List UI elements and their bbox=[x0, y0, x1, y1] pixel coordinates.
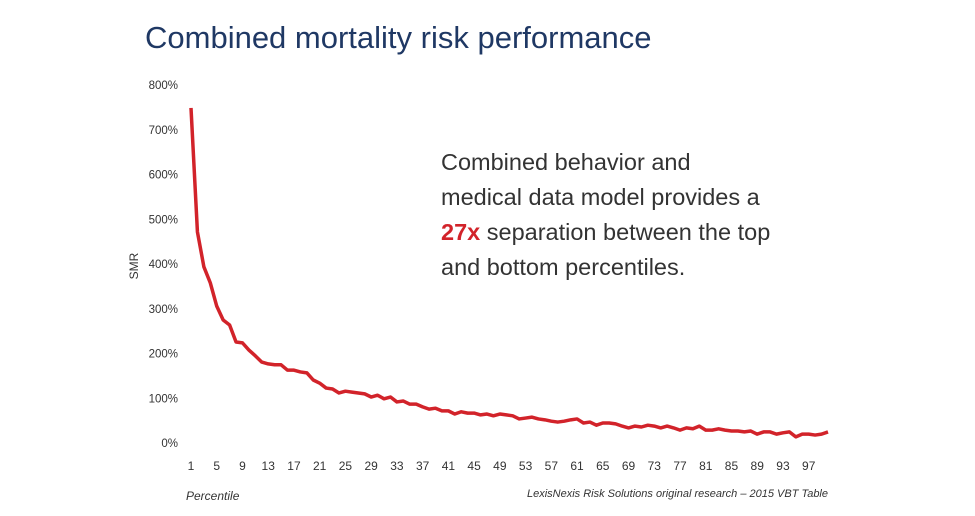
x-tick-label: 9 bbox=[239, 459, 246, 473]
y-tick-label: 0% bbox=[161, 438, 178, 450]
x-tick-label: 21 bbox=[313, 459, 327, 473]
y-tick-label: 600% bbox=[149, 170, 178, 182]
y-tick-label: 400% bbox=[149, 259, 178, 271]
data-line bbox=[189, 107, 829, 439]
x-tick-label: 97 bbox=[802, 459, 816, 473]
x-tick-label: 5 bbox=[213, 459, 220, 473]
x-tick-label: 85 bbox=[725, 459, 739, 473]
y-tick-label: 300% bbox=[149, 304, 178, 316]
y-tick-label: 100% bbox=[149, 393, 178, 405]
x-tick-label: 65 bbox=[596, 459, 610, 473]
x-tick-label: 89 bbox=[751, 459, 765, 473]
x-tick-label: 53 bbox=[519, 459, 533, 473]
x-tick-label: 81 bbox=[699, 459, 713, 473]
x-tick-label: 37 bbox=[416, 459, 430, 473]
annotation-text: separation between the top and bottom pe… bbox=[441, 219, 771, 280]
x-tick-label: 33 bbox=[390, 459, 404, 473]
y-tick-label: 800% bbox=[149, 80, 178, 92]
x-tick-label: 13 bbox=[262, 459, 276, 473]
x-tick-label: 17 bbox=[287, 459, 301, 473]
y-tick-label: 700% bbox=[149, 125, 178, 137]
x-tick-label: 77 bbox=[673, 459, 687, 473]
y-axis-label: SMR bbox=[127, 252, 141, 279]
x-tick-label: 69 bbox=[622, 459, 636, 473]
x-tick-label: 93 bbox=[776, 459, 790, 473]
annotation-highlight: 27x bbox=[441, 219, 481, 245]
x-tick-label: 29 bbox=[364, 459, 378, 473]
y-tick-label: 500% bbox=[149, 214, 178, 226]
x-tick-label: 25 bbox=[339, 459, 353, 473]
annotation-text: Combined behavior and medical data model… bbox=[441, 149, 760, 210]
x-tick-label: 1 bbox=[188, 459, 195, 473]
annotation: Combined behavior and medical data model… bbox=[441, 145, 771, 285]
x-axis-label: Percentile bbox=[186, 489, 240, 503]
x-tick-label: 49 bbox=[493, 459, 507, 473]
x-tick-label: 45 bbox=[467, 459, 481, 473]
x-tick-label: 41 bbox=[442, 459, 456, 473]
y-tick-label: 200% bbox=[149, 349, 178, 361]
x-tick-label: 73 bbox=[648, 459, 662, 473]
source-note: LexisNexis Risk Solutions original resea… bbox=[527, 488, 828, 500]
x-tick-label: 57 bbox=[545, 459, 559, 473]
x-tick-label: 61 bbox=[570, 459, 584, 473]
chart-title: Combined mortality risk performance bbox=[145, 20, 652, 55]
